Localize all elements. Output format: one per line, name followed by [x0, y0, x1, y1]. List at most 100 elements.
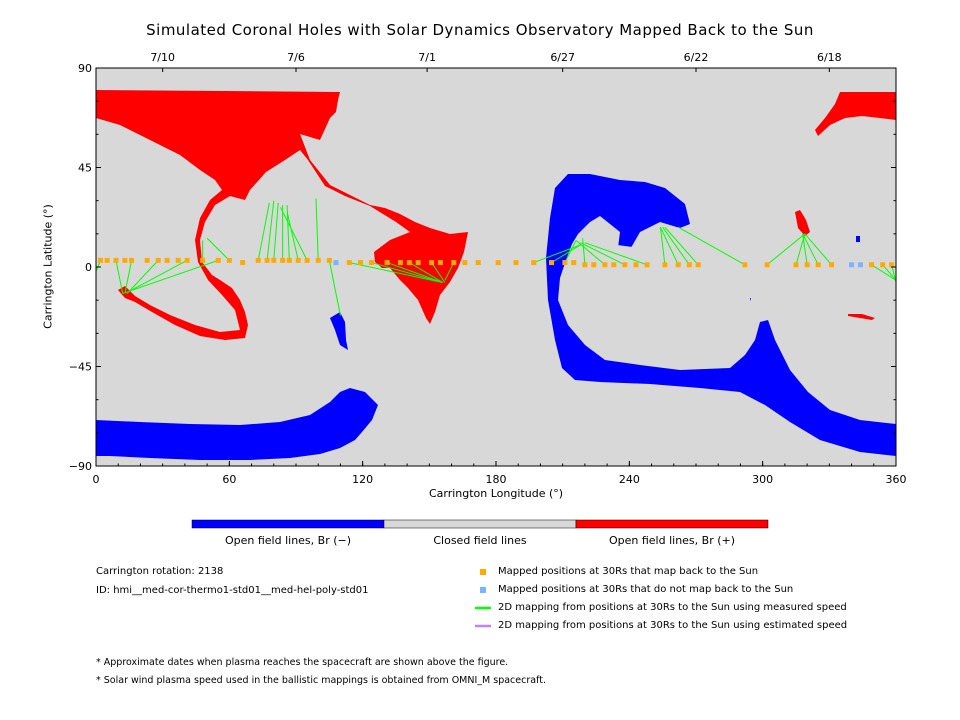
legend-swatch-no-map	[480, 587, 486, 593]
x-tick-label: 120	[352, 473, 373, 486]
mapped-point-maps-back	[829, 262, 835, 268]
mapping-line-measured	[766, 233, 806, 266]
mapping-line-measured	[564, 240, 577, 263]
mapped-point-maps-back	[633, 262, 639, 268]
mapped-point-maps-back	[200, 257, 206, 263]
mapped-point-maps-back	[240, 260, 246, 266]
mapped-point-maps-back	[869, 262, 875, 268]
negative-coronal-hole-center	[546, 174, 896, 456]
y-tick-label: −90	[69, 460, 92, 473]
carrington-rotation: Carrington rotation: 2138	[96, 566, 224, 577]
positive-coronal-hole-speck	[300, 126, 306, 132]
mapping-line-measured	[273, 202, 279, 261]
chart-title: Simulated Coronal Holes with Solar Dynam…	[146, 21, 814, 39]
x-axis-label: Carrington Longitude (°)	[428, 487, 564, 500]
mapped-point-maps-back	[889, 262, 895, 268]
mapped-point-maps-back	[742, 262, 748, 268]
mapping-line-measured	[257, 202, 270, 261]
mapped-point-maps-back	[397, 260, 403, 266]
mapping-line-measured	[582, 238, 586, 265]
mapped-point-maps-back	[97, 257, 103, 263]
colorbar-label-negative: Open field lines, Br (−)	[224, 534, 352, 547]
x-tick-label: 240	[619, 473, 640, 486]
top-date-label: 6/27	[550, 51, 575, 64]
mapping-line-measured	[551, 244, 581, 264]
mapped-point-maps-back	[531, 260, 537, 266]
mapped-point-maps-back	[113, 257, 119, 263]
colorbar-negative	[191, 519, 385, 529]
mapped-point-maps-back	[155, 257, 161, 263]
mapping-line-measured	[371, 262, 443, 283]
mapping-line-measured	[802, 233, 808, 265]
mapped-point-maps-back	[326, 257, 332, 263]
positive-coronal-hole-north	[96, 90, 468, 340]
x-tick-label: 300	[752, 473, 773, 486]
mapping-line-measured	[882, 264, 896, 281]
mapped-point-maps-back	[175, 257, 181, 263]
note-dates: * Approximate dates when plasma reaches …	[96, 657, 509, 668]
mapping-line-measured	[206, 237, 230, 261]
mapped-point-maps-back	[793, 262, 799, 268]
mapped-point-maps-back	[369, 260, 375, 266]
mapping-line-measured	[115, 260, 124, 294]
legend-label-no-map: Mapped positions at 30Rs that do not map…	[498, 584, 794, 595]
top-date-label: 7/1	[418, 51, 436, 64]
mapped-point-maps-back	[451, 260, 457, 266]
mapped-point-maps-back	[304, 257, 310, 263]
mapping-line-measured	[315, 198, 319, 261]
mapped-point-maps-back	[226, 257, 232, 263]
colorbar-label-closed: Closed field lines	[433, 534, 527, 547]
x-tick-label: 180	[486, 473, 507, 486]
mapped-point-maps-back	[611, 262, 617, 268]
mapping-line-measured	[659, 226, 679, 266]
mapped-point-maps-back	[475, 260, 481, 266]
mapped-point-maps-back	[644, 262, 650, 268]
negative-coronal-hole-speck	[856, 236, 860, 242]
mapped-point-maps-back	[215, 257, 221, 263]
mapped-point-maps-back	[591, 262, 597, 268]
mapping-line-measured	[279, 207, 308, 261]
mapped-point-maps-back	[549, 260, 555, 266]
mapped-point-maps-back	[429, 260, 435, 266]
mapped-point-maps-back	[495, 260, 501, 266]
mapped-point-maps-back	[129, 257, 135, 263]
positive-coronal-hole-streak	[848, 314, 875, 320]
mapped-point-maps-back	[571, 260, 577, 266]
top-date-label: 6/18	[817, 51, 842, 64]
top-date-label: 7/6	[287, 51, 305, 64]
mapped-point-maps-back	[164, 257, 170, 263]
mapping-line-measured	[871, 264, 896, 281]
mapped-point-maps-back	[122, 257, 128, 263]
mapped-point-maps-back	[144, 257, 150, 263]
mapped-point-maps-back	[315, 257, 321, 263]
y-tick-label: −45	[69, 361, 92, 374]
x-tick-label: 360	[886, 473, 907, 486]
positive-coronal-hole-small	[795, 210, 810, 236]
mapped-point-maps-back	[686, 262, 692, 268]
mapped-point-maps-back	[286, 257, 292, 263]
model-id: ID: hmi__med-cor-thermo1-std01__med-hel-…	[96, 585, 369, 596]
mapped-point-maps-back	[280, 257, 286, 263]
x-tick-label: 0	[93, 473, 100, 486]
top-date-label: 6/22	[684, 51, 709, 64]
mapping-line-measured	[580, 242, 626, 266]
legend-swatch-maps-back	[480, 569, 486, 575]
mapping-line-measured	[124, 260, 133, 294]
mapped-point-no-map	[333, 260, 339, 266]
mapped-point-maps-back	[346, 260, 352, 266]
mapped-point-maps-back	[271, 257, 277, 263]
mapping-line-measured	[662, 226, 690, 266]
mapping-line-measured	[659, 227, 666, 265]
note-speed: * Solar wind plasma speed used in the ba…	[96, 675, 546, 686]
mapping-line-measured	[804, 233, 832, 266]
mapping-line-measured	[328, 260, 341, 316]
positive-coronal-hole-northeast	[815, 92, 896, 136]
negative-coronal-hole-patch	[330, 312, 348, 350]
mapping-line-measured	[802, 233, 819, 266]
mapped-point-maps-back	[406, 260, 412, 266]
mapping-line-measured	[386, 262, 443, 283]
mapping-line-measured	[409, 262, 443, 283]
closed-region-inner	[562, 244, 752, 362]
mapping-line-measured	[266, 200, 275, 261]
